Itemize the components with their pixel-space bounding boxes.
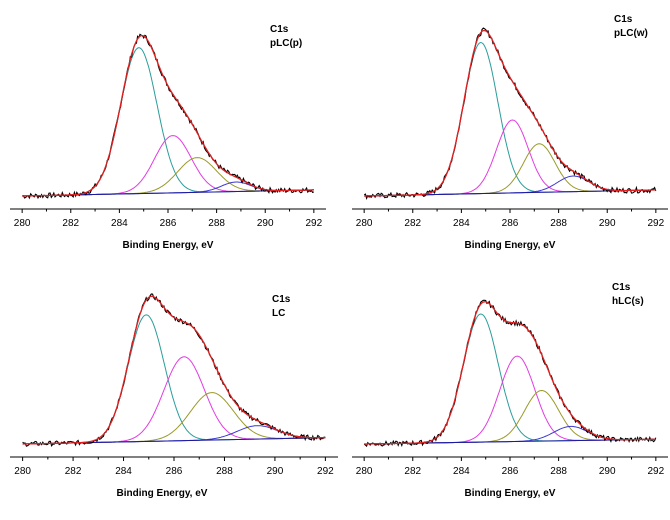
- x-tick-label: 290: [257, 218, 274, 229]
- fit-envelope: [22, 34, 314, 197]
- x-tick-label: 288: [216, 466, 233, 477]
- x-tick-label: 292: [317, 466, 334, 477]
- x-tick-label: 292: [648, 218, 665, 229]
- sample-label: LC: [272, 308, 285, 319]
- x-tick-label: 282: [404, 218, 421, 229]
- panel-LC: 280 282 284 286 288 290 292 Binding Energy, eV C…: [10, 293, 338, 499]
- x-tick-label: 282: [65, 466, 82, 477]
- spectrum-region-label: C1s: [614, 14, 633, 25]
- x-tick-label: 288: [550, 466, 567, 477]
- x-tick-label: 288: [550, 218, 567, 229]
- component-peak-3: [364, 389, 656, 445]
- x-tick-label: 292: [306, 218, 323, 229]
- x-tick-label: 284: [453, 466, 470, 477]
- x-tick-label: 288: [208, 218, 225, 229]
- x-tick-label: 286: [502, 466, 519, 477]
- x-tick-label: 286: [502, 218, 519, 229]
- x-tick-label: 284: [111, 218, 128, 229]
- x-tick-label: 282: [62, 218, 79, 229]
- x-tick-label: 290: [599, 466, 616, 477]
- panel-pLCp: 280 282 284 286 288 290 292 Binding Energy, eV C…: [10, 24, 326, 251]
- x-axis-label: Binding Energy, eV: [123, 240, 214, 251]
- x-tick-label: 290: [599, 218, 616, 229]
- x-tick-label: 286: [166, 466, 183, 477]
- component-peak-1: [22, 314, 326, 445]
- x-axis-label: Binding Energy, eV: [465, 240, 556, 251]
- component-peak-1: [364, 41, 656, 197]
- x-axis-label: Binding Energy, eV: [117, 488, 208, 499]
- sample-label: pLC(p): [270, 38, 302, 49]
- component-peak-1: [22, 47, 314, 197]
- x-tick-label: 292: [648, 466, 665, 477]
- x-tick-label: 286: [160, 218, 177, 229]
- sample-label: hLC(s): [612, 296, 644, 307]
- experimental-spectrum: [22, 33, 315, 200]
- spectrum-region-label: C1s: [270, 24, 289, 35]
- fit-envelope: [364, 301, 656, 445]
- x-tick-label: 290: [267, 466, 284, 477]
- x-tick-label: 284: [453, 218, 470, 229]
- x-tick-label: 280: [14, 218, 31, 229]
- x-tick-label: 284: [115, 466, 132, 477]
- experimental-spectrum: [363, 27, 657, 201]
- component-peak-2: [364, 355, 656, 445]
- sample-label: pLC(w): [614, 28, 648, 39]
- panel-hLCs: 280 282 284 286 288 290 292 Binding Energy, eV C…: [352, 282, 668, 499]
- x-tick-label: 282: [404, 466, 421, 477]
- spectrum-region-label: C1s: [272, 294, 291, 305]
- spectrum-region-label: C1s: [612, 282, 631, 293]
- x-axis-label: Binding Energy, eV: [465, 488, 556, 499]
- experimental-spectrum: [22, 293, 326, 447]
- x-tick-label: 280: [356, 466, 373, 477]
- x-tick-label: 280: [356, 218, 373, 229]
- component-peak-1: [364, 313, 656, 445]
- fit-envelope: [364, 29, 656, 197]
- panel-pLCw: 280 282 284 286 288 290 292 Binding Energy, eV C…: [352, 14, 668, 251]
- x-tick-label: 280: [14, 466, 31, 477]
- fit-envelope: [22, 295, 326, 445]
